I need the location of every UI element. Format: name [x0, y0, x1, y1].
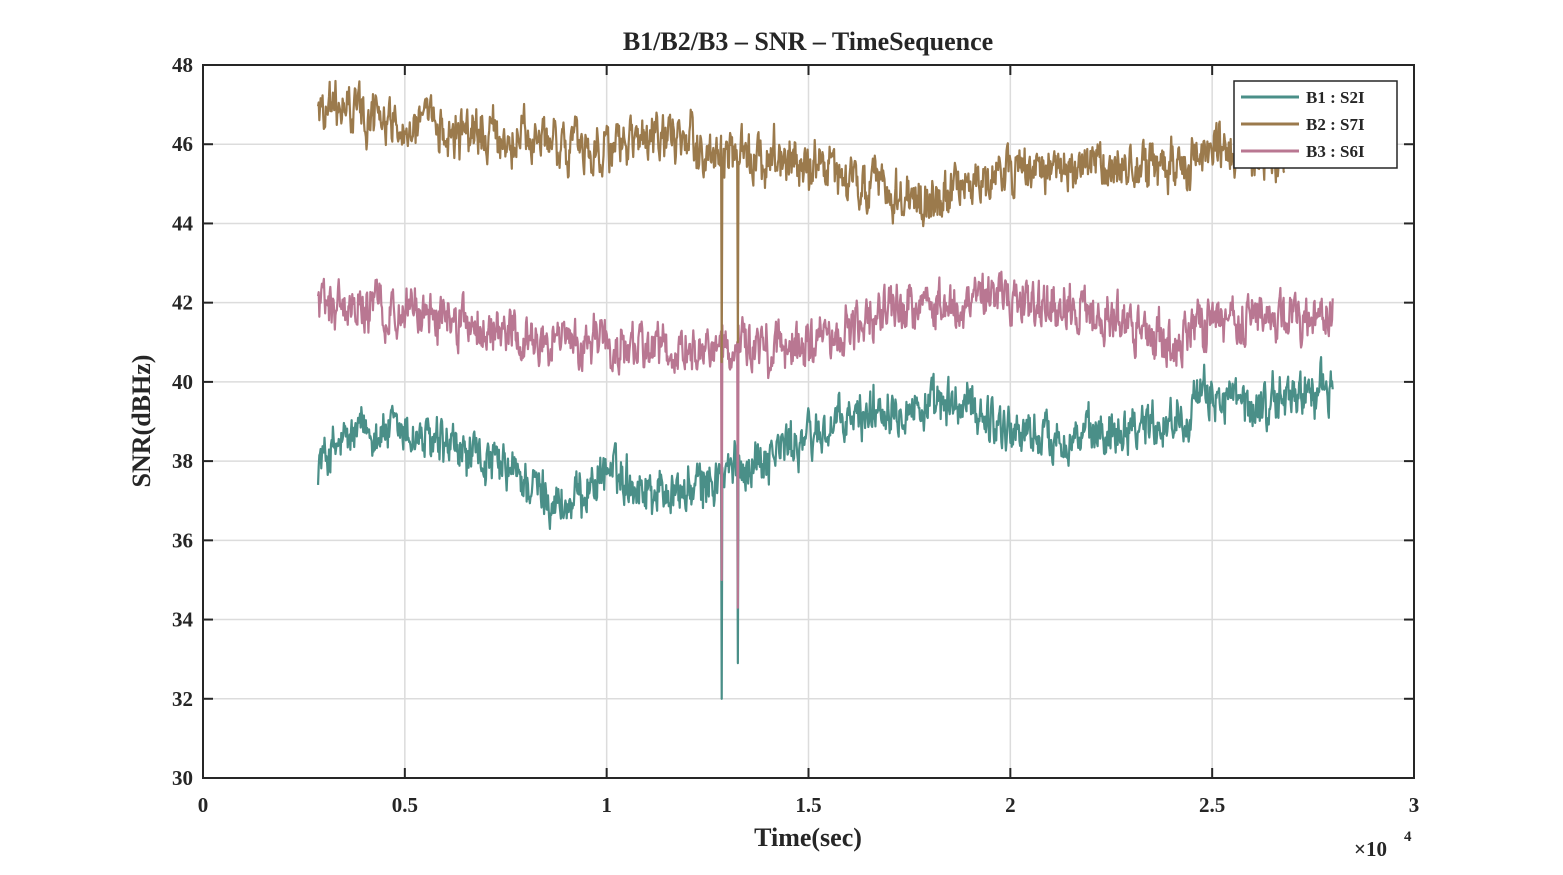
- y-tick-labels: 30 32 34 36 38 40 42 44 46 48: [172, 53, 194, 790]
- legend-label-2: B2 : S7I: [1306, 115, 1365, 134]
- legend-label-3: B3 : S6I: [1306, 142, 1365, 161]
- legend: B1 : S2I B2 : S7I B3 : S6I: [1233, 80, 1398, 169]
- plot-frame: [202, 64, 1415, 779]
- chart-title: B1/B2/B3 – SNR – TimeSequence: [623, 27, 993, 56]
- y-tick-label: 32: [172, 687, 193, 711]
- y-tick-label: 38: [172, 449, 193, 473]
- x-tick-label: 0: [198, 793, 209, 817]
- x-tick-label: 1: [601, 793, 612, 817]
- series-lines: [316, 79, 1334, 700]
- x-exponent-power: 4: [1404, 829, 1412, 845]
- x-tick-label: 1.5: [795, 793, 821, 817]
- series-line-1: [316, 356, 1334, 700]
- series-line-2: [316, 79, 1286, 364]
- y-tick-label: 48: [172, 53, 193, 77]
- y-tick-label: 46: [172, 132, 193, 156]
- y-axis-label: SNR(dBHz): [127, 355, 156, 488]
- x-exponent: ×10 4: [1354, 829, 1412, 861]
- legend-label-1: B1 : S2I: [1306, 88, 1365, 107]
- x-tick-label: 0.5: [392, 793, 418, 817]
- y-tick-label: 36: [172, 528, 193, 552]
- x-axis-label: Time(sec): [754, 823, 862, 852]
- y-tick-label: 30: [172, 766, 193, 790]
- y-tick-label: 44: [172, 211, 194, 235]
- x-tick-label: 2.5: [1199, 793, 1225, 817]
- x-tick-label: 3: [1409, 793, 1420, 817]
- y-tick-label: 42: [172, 291, 193, 315]
- y-tick-label: 40: [172, 370, 193, 394]
- x-tick-label: 2: [1005, 793, 1016, 817]
- x-tick-labels: 0 0.5 1 1.5 2 2.5 3: [198, 793, 1420, 817]
- series-line-3: [316, 270, 1334, 609]
- x-exponent-base: ×10: [1354, 837, 1387, 861]
- y-tick-label: 34: [172, 608, 194, 632]
